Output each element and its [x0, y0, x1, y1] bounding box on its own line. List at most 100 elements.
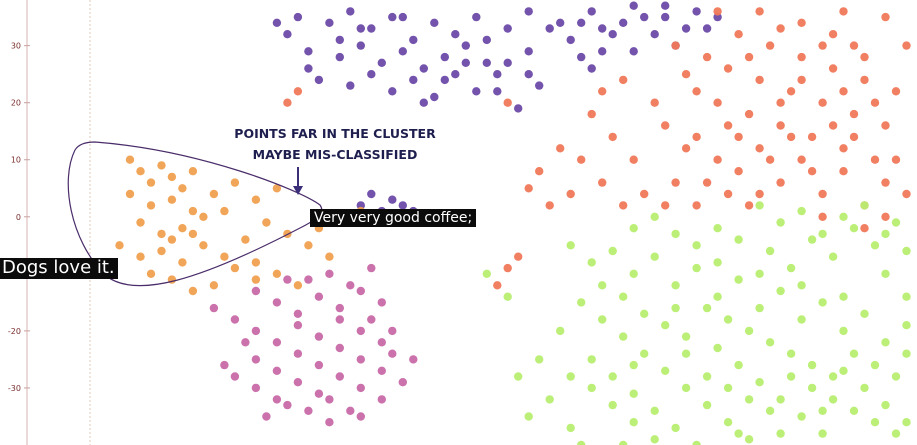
data-point-s3	[356, 326, 365, 336]
data-point-s1	[702, 178, 712, 187]
data-point-s1	[860, 224, 869, 233]
data-point-s0	[388, 195, 397, 204]
data-point-s2	[136, 252, 145, 261]
data-point-s4	[692, 241, 701, 250]
data-point-s4	[765, 246, 775, 256]
y-tick-label: 0	[16, 213, 21, 222]
data-point-s4	[503, 292, 512, 301]
data-point-s4	[849, 406, 859, 415]
data-point-s0	[587, 7, 596, 16]
data-point-s3	[272, 366, 282, 375]
data-point-s2	[325, 252, 334, 261]
data-point-s2	[251, 275, 261, 284]
data-point-s3	[283, 400, 292, 410]
data-point-s1	[598, 178, 607, 187]
data-point-s4	[713, 292, 722, 301]
data-point-s2	[146, 269, 156, 278]
data-point-s0	[440, 52, 449, 62]
data-point-s4	[692, 263, 701, 273]
data-point-s0	[598, 24, 607, 33]
data-point-s1	[671, 41, 680, 50]
data-point-s4	[828, 395, 838, 404]
data-point-s4	[860, 201, 869, 210]
data-point-s2	[241, 235, 250, 244]
data-point-s4	[744, 395, 754, 404]
data-point-s4	[776, 218, 785, 227]
data-point-s4	[734, 429, 743, 438]
data-point-s1	[839, 144, 848, 153]
data-point-s0	[283, 30, 292, 39]
data-point-s1	[828, 121, 838, 130]
data-point-s1	[713, 155, 722, 164]
data-point-s2	[199, 241, 208, 250]
data-point-s1	[755, 75, 764, 85]
data-point-s2	[209, 281, 219, 290]
data-point-s3	[346, 281, 355, 290]
data-point-s3	[293, 309, 303, 318]
y-tick-label: 20	[11, 99, 21, 108]
data-point-s1	[650, 98, 659, 107]
data-point-s4	[839, 326, 848, 336]
data-point-s0	[681, 24, 691, 33]
data-point-s4	[818, 298, 827, 307]
data-point-s2	[167, 195, 177, 204]
data-point-s3	[262, 412, 271, 421]
data-point-s0	[598, 47, 607, 56]
data-point-s1	[818, 212, 827, 221]
data-point-s4	[608, 400, 617, 410]
data-point-s2	[220, 252, 229, 261]
data-point-s2	[125, 155, 135, 164]
data-point-s4	[671, 281, 680, 290]
data-point-s0	[293, 12, 303, 22]
data-point-s0	[482, 35, 491, 45]
data-point-s1	[734, 167, 743, 176]
data-point-s4	[650, 435, 659, 444]
data-point-s1	[640, 189, 649, 199]
data-point-s0	[640, 12, 649, 22]
data-point-s1	[881, 212, 890, 221]
data-point-s0	[325, 18, 334, 27]
data-point-s3	[241, 338, 250, 347]
data-point-s4	[587, 258, 596, 267]
data-point-s0	[356, 24, 365, 33]
data-point-s3	[377, 366, 386, 375]
data-point-s1	[891, 155, 901, 164]
data-point-s1	[744, 201, 754, 210]
data-point-s1	[692, 132, 701, 142]
data-point-s1	[566, 189, 575, 199]
data-point-s4	[566, 372, 575, 381]
data-point-s3	[356, 355, 365, 364]
data-point-s2	[167, 235, 177, 244]
data-point-s4	[902, 292, 911, 301]
data-point-s4	[640, 309, 649, 318]
data-point-s3	[335, 372, 344, 381]
data-point-s4	[713, 343, 722, 353]
data-point-s2	[188, 229, 198, 239]
data-point-s0	[587, 64, 596, 73]
data-point-s3	[335, 315, 344, 324]
data-point-s3	[220, 360, 229, 370]
data-point-s0	[577, 52, 586, 62]
data-point-s3	[251, 326, 261, 336]
data-point-s0	[367, 189, 376, 199]
data-point-s4	[744, 435, 754, 444]
data-point-s1	[608, 132, 617, 142]
data-point-s0	[545, 24, 554, 33]
data-point-s3	[325, 269, 334, 278]
data-point-s4	[765, 338, 775, 347]
data-point-s1	[818, 98, 827, 107]
data-point-s4	[860, 309, 869, 318]
annotation-arrow-head	[293, 186, 303, 195]
data-point-s2	[136, 167, 145, 176]
data-point-s0	[493, 87, 502, 96]
data-point-s2	[115, 241, 124, 250]
data-point-s4	[797, 412, 806, 421]
data-point-s0	[503, 24, 512, 33]
data-point-s4	[881, 229, 890, 239]
data-point-s0	[535, 81, 544, 90]
data-point-s3	[388, 326, 397, 336]
data-point-s4	[671, 303, 680, 313]
data-point-s3	[335, 303, 344, 313]
data-point-s3	[314, 292, 324, 301]
